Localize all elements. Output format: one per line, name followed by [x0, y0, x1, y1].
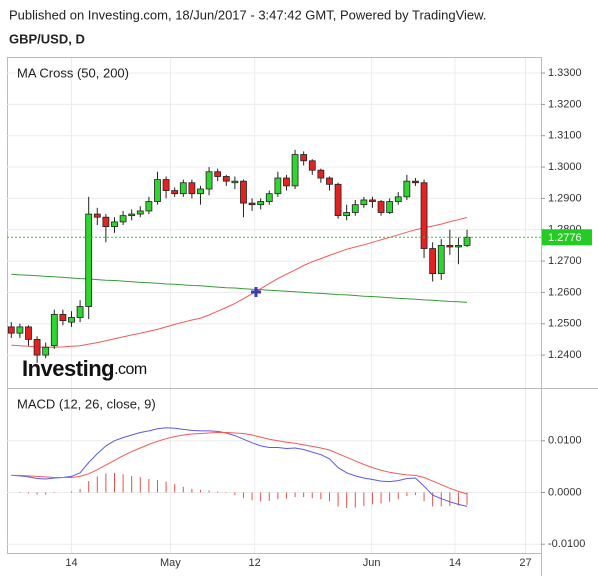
- grid: [7, 58, 541, 553]
- x-tick-label: 27: [519, 557, 531, 569]
- y-tick-label: 1.3100: [548, 130, 582, 142]
- y-tick-label: 1.2400: [548, 349, 582, 361]
- panel-title: MA Cross (50, 200): [17, 65, 129, 80]
- candle-body: [93, 213, 101, 218]
- last-price-box: [542, 229, 592, 246]
- candle-body: [248, 202, 256, 206]
- candle-body: [76, 306, 84, 318]
- x-tick-label: 14: [449, 557, 461, 569]
- candle-body: [136, 210, 144, 215]
- candle-body: [308, 160, 316, 171]
- candle-body: [240, 180, 247, 204]
- candle-body: [429, 248, 437, 275]
- x-tick-label: Jun: [363, 557, 381, 569]
- candle-body: [154, 179, 161, 202]
- candle-body: [274, 177, 282, 195]
- indicator-line: [11, 432, 468, 495]
- candle-body: [25, 326, 32, 340]
- candle-body: [463, 236, 471, 246]
- candle-body: [343, 212, 351, 217]
- candle-body: [265, 193, 273, 202]
- candle-body: [102, 216, 110, 228]
- cross-marker: [251, 287, 261, 297]
- candle-body: [50, 313, 58, 347]
- y-tick-label: 1.2700: [548, 255, 582, 267]
- candle-body: [334, 183, 342, 217]
- candle-body: [446, 245, 454, 248]
- candle-body: [351, 204, 359, 213]
- indicator-line: [11, 427, 468, 507]
- y-tick-label: 1.2600: [548, 286, 582, 298]
- candle-body: [119, 215, 127, 223]
- candle-body: [394, 196, 402, 202]
- candle-body: [85, 213, 93, 307]
- candle-body: [111, 221, 118, 228]
- logo-suffix: .com: [114, 361, 147, 378]
- y-tick-label: 1.3300: [548, 67, 582, 79]
- candle-body: [420, 182, 428, 249]
- candle-body: [300, 154, 308, 162]
- logo-brand: Investing: [22, 356, 114, 381]
- y-tick-label: 1.2500: [548, 318, 582, 330]
- last-price-label: 1.2776: [548, 232, 582, 244]
- symbol: GBP/USD, D: [9, 31, 85, 46]
- candle-body: [179, 182, 187, 195]
- logo: Investing.com: [22, 356, 147, 381]
- candle-body: [214, 171, 222, 177]
- candle-body: [291, 154, 299, 187]
- candle-body: [360, 199, 368, 206]
- candle-body: [162, 179, 170, 191]
- candle-body: [257, 201, 265, 206]
- candle-body: [33, 339, 41, 356]
- x-tick-label: May: [160, 557, 181, 569]
- y-tick-label: 1.3000: [548, 161, 582, 173]
- y-tick-label: 0.0100: [548, 435, 582, 447]
- candle-body: [231, 180, 239, 184]
- candle-body: [326, 177, 333, 185]
- candle-body: [377, 201, 385, 213]
- candle-body: [455, 245, 462, 248]
- candle-body: [403, 180, 411, 198]
- published-note: Published on Investing.com, 18/Jun/2017 …: [9, 7, 486, 22]
- candle-body: [317, 169, 325, 179]
- candle-body: [7, 326, 15, 334]
- candle-body: [222, 176, 230, 182]
- candle-body: [128, 213, 136, 217]
- candle-body: [197, 188, 204, 195]
- candle-body: [188, 182, 196, 195]
- candle-body: [42, 346, 50, 356]
- y-tick-label: -0.0100: [548, 538, 585, 550]
- candle-body: [205, 171, 213, 190]
- candle-body: [283, 177, 290, 187]
- candle-body: [412, 180, 419, 184]
- candle-body: [171, 190, 179, 195]
- x-tick-label: 14: [65, 557, 77, 569]
- y-tick-label: 0.0000: [548, 486, 582, 498]
- x-tick-label: 12: [249, 557, 261, 569]
- indicator-line: [11, 273, 468, 303]
- candle-body: [386, 201, 394, 213]
- panel-title: MACD (12, 26, close, 9): [17, 396, 156, 411]
- candle-body: [68, 317, 75, 323]
- candle-body: [437, 245, 445, 275]
- y-tick-label: 1.3200: [548, 98, 582, 110]
- candle-body: [16, 326, 24, 334]
- candle-body: [145, 201, 153, 212]
- candle-body: [59, 313, 67, 322]
- y-tick-label: 1.2900: [548, 192, 582, 204]
- candle-body: [369, 199, 376, 202]
